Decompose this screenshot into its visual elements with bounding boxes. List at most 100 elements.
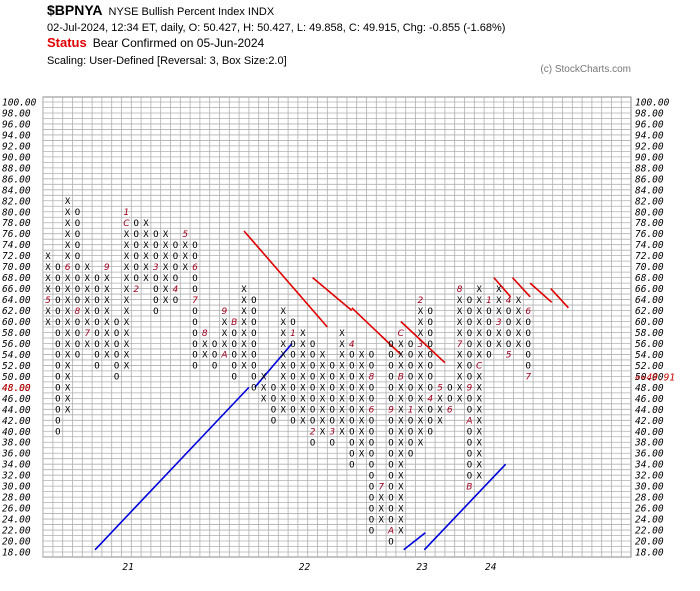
o-box: O: [133, 230, 138, 240]
y-tick-label-left: 82.00: [2, 196, 31, 207]
month-marker: 1: [290, 329, 296, 339]
x-box: X: [398, 384, 404, 394]
o-box: O: [251, 318, 256, 328]
o-box: O: [153, 230, 158, 240]
x-box: X: [339, 406, 345, 416]
o-box: O: [408, 439, 413, 449]
x-box: X: [104, 274, 110, 284]
o-box: O: [55, 351, 60, 361]
o-box: O: [388, 450, 393, 460]
month-marker: 8: [202, 329, 208, 339]
y-tick-label-right: 22.00: [635, 526, 664, 537]
x-box: X: [163, 274, 169, 284]
o-box: O: [310, 384, 315, 394]
month-marker: 6: [525, 307, 531, 317]
x-box: X: [143, 219, 149, 229]
month-marker: C: [123, 219, 130, 229]
o-box: O: [388, 439, 393, 449]
y-tick-label-right: 64.00: [635, 295, 664, 306]
o-box: O: [329, 395, 334, 405]
o-box: O: [192, 318, 197, 328]
o-box: O: [369, 439, 374, 449]
x-box: X: [241, 351, 247, 361]
month-marker: 2: [310, 428, 316, 438]
x-tick-label: 24: [485, 562, 497, 573]
x-box: X: [222, 318, 228, 328]
o-box: O: [75, 219, 80, 229]
o-box: O: [271, 417, 276, 427]
o-box: O: [349, 417, 354, 427]
o-box: O: [192, 340, 197, 350]
o-box: O: [349, 450, 354, 460]
y-tick-label-right: 84.00: [635, 185, 664, 196]
o-box: O: [427, 406, 432, 416]
x-box: X: [339, 384, 345, 394]
y-tick-label-left: 52.00: [2, 361, 31, 372]
x-box: X: [300, 329, 306, 339]
y-tick-label-right: 54.00: [635, 350, 664, 361]
x-box: X: [65, 406, 71, 416]
y-tick-label-right: 92.00: [635, 141, 664, 152]
bullish-support-line: [403, 532, 426, 551]
x-box: X: [457, 318, 463, 328]
y-tick-label-right: 98.00: [635, 108, 664, 119]
o-box: O: [173, 252, 178, 262]
x-box: X: [398, 460, 404, 470]
x-box: X: [398, 351, 404, 361]
y-tick-label-left: 54.00: [2, 350, 31, 361]
x-box: X: [320, 395, 326, 405]
x-box: X: [202, 340, 208, 350]
o-box: O: [251, 384, 256, 394]
x-box: X: [202, 351, 208, 361]
month-marker: 9: [467, 384, 473, 394]
o-box: O: [408, 417, 413, 427]
o-box: O: [75, 351, 80, 361]
o-box: O: [486, 329, 491, 339]
x-box: X: [398, 482, 404, 492]
o-box: O: [55, 373, 60, 383]
x-box: X: [280, 373, 286, 383]
month-marker: B: [398, 373, 404, 383]
y-tick-label-right: 38.00: [634, 438, 664, 449]
month-marker: 6: [65, 263, 71, 273]
o-box: O: [369, 504, 374, 514]
o-box: O: [290, 395, 295, 405]
o-box: O: [55, 395, 60, 405]
o-box: O: [310, 417, 315, 427]
quote-line: 02-Jul-2024, 12:34 ET, daily, O: 50.427,…: [47, 22, 506, 34]
o-box: O: [349, 460, 354, 470]
month-marker: 7: [525, 373, 531, 383]
x-box: X: [241, 362, 247, 372]
y-tick-label-left: 64.00: [2, 295, 31, 306]
o-box: O: [467, 373, 472, 383]
o-box: O: [329, 406, 334, 416]
o-box: O: [388, 362, 393, 372]
o-box: O: [310, 406, 315, 416]
month-marker: A: [220, 351, 227, 361]
x-box: X: [476, 439, 482, 449]
x-box: X: [437, 395, 443, 405]
o-box: O: [173, 274, 178, 284]
x-tick-label: 22: [299, 562, 311, 573]
o-box: O: [369, 482, 374, 492]
o-box: O: [55, 318, 60, 328]
x-box: X: [163, 263, 169, 273]
o-box: O: [388, 384, 393, 394]
x-box: X: [65, 241, 71, 251]
x-box: X: [476, 329, 482, 339]
o-box: O: [467, 307, 472, 317]
x-box: X: [280, 318, 286, 328]
x-box: X: [124, 230, 130, 240]
y-tick-label-right: 42.00: [635, 416, 664, 427]
o-box: O: [153, 274, 158, 284]
chart-symbol: $BPNYA NYSE Bullish Percent Index INDX: [47, 2, 274, 18]
x-box: X: [104, 351, 110, 361]
